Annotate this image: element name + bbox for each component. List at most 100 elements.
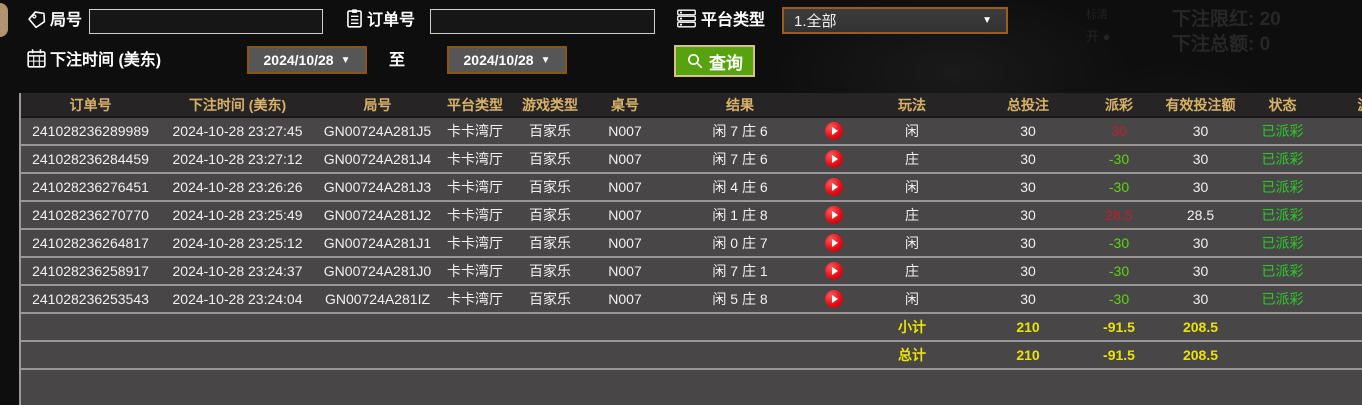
play-icon[interactable] <box>825 206 843 224</box>
grand-total-valid-bet: 208.5 <box>1158 340 1243 369</box>
play-icon[interactable] <box>825 122 843 140</box>
cell-payout: 28.5 <box>1080 200 1158 229</box>
cell-total-bet: 30 <box>976 144 1080 173</box>
cell-total-bet: 30 <box>976 117 1080 145</box>
backdrop-quality-label: 标清 <box>1086 9 1108 21</box>
cell-game <box>1322 144 1362 173</box>
cell-platform: 卡卡湾厅 <box>440 172 510 201</box>
col-header-game: 游戏 <box>1322 93 1362 118</box>
cell-table-no: N007 <box>590 284 660 313</box>
cell-result: 闲 1 庄 8 <box>660 200 820 229</box>
table-row: 241028236270770 2024-10-28 23:25:49 GN00… <box>21 200 1362 229</box>
col-header-total-bet: 总投注 <box>976 93 1080 118</box>
col-header-payout: 派彩 <box>1080 93 1158 118</box>
table-row: 241028236284459 2024-10-28 23:27:12 GN00… <box>21 144 1362 173</box>
order-filter-label: 订单号 <box>367 12 416 29</box>
cell-status: 已派彩 <box>1243 256 1322 285</box>
platform-select-value: 1.全部 <box>794 13 837 30</box>
play-icon[interactable] <box>825 262 843 280</box>
table-row: 241028236276451 2024-10-28 23:26:26 GN00… <box>21 172 1362 201</box>
bet-time-filter-label: 下注时间 (美东) <box>50 52 162 69</box>
platform-select[interactable]: 1.全部 ▼ <box>782 7 1008 34</box>
cell-platform: 卡卡湾厅 <box>440 284 510 313</box>
cell-game-type: 百家乐 <box>510 117 590 145</box>
cell-table-no: N007 <box>590 200 660 229</box>
date-to-value: 2024/10/28 <box>463 52 534 68</box>
cell-play: 庄 <box>848 144 976 173</box>
col-header-order: 订单号 <box>21 93 160 118</box>
cell-payout: -30 <box>1080 172 1158 201</box>
cell-status: 已派彩 <box>1243 172 1322 201</box>
cell-payout: -30 <box>1080 228 1158 257</box>
cell-valid-bet: 30 <box>1158 284 1243 313</box>
subtotal-total-bet: 210 <box>976 312 1080 341</box>
calendar-icon <box>26 48 47 69</box>
server-icon <box>676 8 697 29</box>
cell-play: 庄 <box>848 256 976 285</box>
play-icon[interactable] <box>825 150 843 168</box>
play-icon[interactable] <box>825 178 843 196</box>
cell-game-type: 百家乐 <box>510 200 590 229</box>
play-icon[interactable] <box>825 234 843 252</box>
cell-play: 闲 <box>848 228 976 257</box>
grand-total-payout: -91.5 <box>1080 340 1158 369</box>
cell-time: 2024-10-28 23:27:12 <box>160 144 315 173</box>
cell-result: 闲 0 庄 7 <box>660 228 820 257</box>
cell-play: 闲 <box>848 172 976 201</box>
search-button[interactable]: 查询 <box>674 45 755 77</box>
cell-table-no: N007 <box>590 172 660 201</box>
panel-collapse-handle[interactable] <box>0 3 8 37</box>
cell-round: GN00724A281J3 <box>315 172 440 201</box>
table-row: 241028236264817 2024-10-28 23:25:12 GN00… <box>21 228 1362 257</box>
date-from-select[interactable]: 2024/10/28 ▼ <box>247 46 367 74</box>
subtotal-label: 小计 <box>848 312 976 341</box>
grand-total-label: 总计 <box>848 340 976 369</box>
round-input[interactable] <box>89 9 323 34</box>
table-row: 241028236289989 2024-10-28 23:27:45 GN00… <box>21 117 1362 145</box>
play-icon[interactable] <box>825 290 843 308</box>
backdrop-bet-total: 下注总额: 0 <box>1172 34 1271 55</box>
cell-order: 241028236258917 <box>21 256 160 285</box>
cell-platform: 卡卡湾厅 <box>440 228 510 257</box>
cell-valid-bet: 30 <box>1158 144 1243 173</box>
cell-game <box>1322 117 1362 145</box>
col-header-status: 状态 <box>1243 93 1322 118</box>
col-header-table-no: 桌号 <box>590 93 660 118</box>
search-button-label: 查询 <box>709 53 743 73</box>
cell-time: 2024-10-28 23:24:04 <box>160 284 315 313</box>
cell-platform: 卡卡湾厅 <box>440 256 510 285</box>
cell-game-type: 百家乐 <box>510 228 590 257</box>
cell-table-no: N007 <box>590 228 660 257</box>
cell-payout: -30 <box>1080 284 1158 313</box>
cell-order: 241028236289989 <box>21 117 160 145</box>
cell-game <box>1322 256 1362 285</box>
cell-status: 已派彩 <box>1243 200 1322 229</box>
date-to-select[interactable]: 2024/10/28 ▼ <box>447 46 567 74</box>
cell-result: 闲 7 庄 1 <box>660 256 820 285</box>
cell-valid-bet: 30 <box>1158 228 1243 257</box>
cell-time: 2024-10-28 23:24:37 <box>160 256 315 285</box>
cell-game <box>1322 284 1362 313</box>
table-row: 241028236253543 2024-10-28 23:24:04 GN00… <box>21 284 1362 313</box>
chevron-down-icon: ▼ <box>340 54 351 66</box>
cell-valid-bet: 30 <box>1158 117 1243 145</box>
cell-game-type: 百家乐 <box>510 172 590 201</box>
cell-payout: -30 <box>1080 144 1158 173</box>
grand-total-row: 总计 210 -91.5 208.5 <box>21 340 1362 369</box>
col-header-replay <box>820 93 848 118</box>
cell-play: 庄 <box>848 200 976 229</box>
cell-platform: 卡卡湾厅 <box>440 144 510 173</box>
cell-order: 241028236253543 <box>21 284 160 313</box>
subtotal-row: 小计 210 -91.5 208.5 <box>21 312 1362 341</box>
cell-total-bet: 30 <box>976 284 1080 313</box>
order-input[interactable] <box>430 9 655 34</box>
tag-icon <box>26 9 47 30</box>
cell-result: 闲 4 庄 6 <box>660 172 820 201</box>
cell-order: 241028236276451 <box>21 172 160 201</box>
chevron-down-icon: ▼ <box>982 15 992 26</box>
cell-game <box>1322 228 1362 257</box>
cell-payout: 30 <box>1080 117 1158 145</box>
cell-play: 闲 <box>848 284 976 313</box>
cell-valid-bet: 28.5 <box>1158 200 1243 229</box>
